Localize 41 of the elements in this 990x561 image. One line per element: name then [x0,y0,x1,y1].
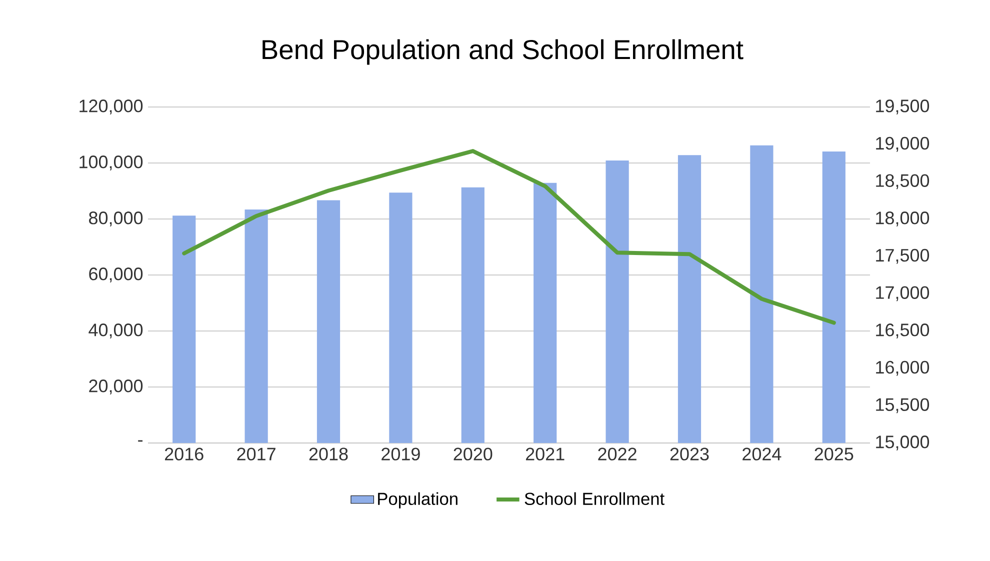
x-tick-label: 2023 [670,448,709,460]
bar [389,192,412,443]
line-series [182,149,836,325]
bar [822,152,846,443]
x-tick-label: 2016 [164,448,204,460]
bar [172,216,196,443]
y2-tick-label: 15,500 [876,398,930,414]
y2-tick-label: 18,500 [876,174,930,190]
bar [244,209,268,443]
y2-tick-label: 16,500 [876,324,930,338]
y2-tick-label: 19,500 [876,100,930,114]
bar [678,155,702,443]
y-tick-label: 60,000 [89,268,143,282]
y-tick-label: 80,000 [89,212,143,226]
x-tick-label: 2020 [454,448,492,460]
y-tick-label: 120,000 [80,100,143,114]
x-tick-label: 2021 [526,448,564,460]
chart-title: Bend Population and School Enrollment [262,39,744,65]
bar [461,187,484,443]
x-tick-label: 2019 [382,448,420,460]
y-tick-label: 100,000 [80,156,143,170]
legend-label: Population [378,492,458,508]
x-tick-label: 2025 [814,448,854,460]
x-tick-label: 2024 [742,448,782,460]
y2-tick-label: 17,000 [876,286,930,302]
x-tick-label: 2018 [309,448,348,460]
bar [534,182,557,443]
bar [750,145,774,443]
bar [606,160,629,443]
x-tick-label: 2022 [598,448,636,460]
y-tick-label: 40,000 [88,324,143,338]
x-tick-label: 2017 [237,448,276,460]
y-tick-label: - [138,440,142,442]
bar [316,200,340,443]
y2-tick-label: 18,000 [876,212,930,226]
y2-tick-label: 19,000 [876,136,930,152]
legend-label: School Enrollment [524,492,664,505]
y2-tick-label: 16,000 [876,360,930,376]
y-tick-label: 20,000 [89,380,143,394]
y2-tick-label: 17,500 [876,248,930,264]
y2-tick-label: 15,000 [876,436,930,450]
